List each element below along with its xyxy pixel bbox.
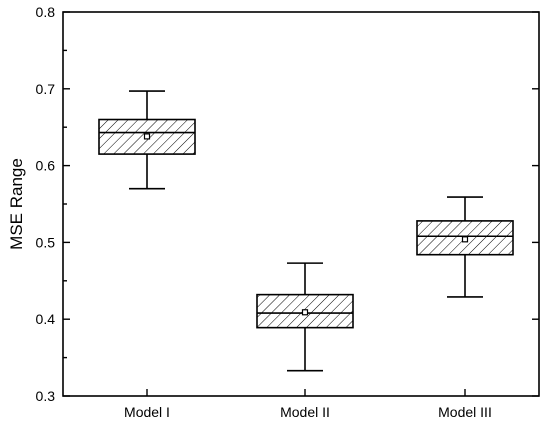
x-axis: Model I Model II Model III [124,389,492,420]
iqr-box [416,220,514,256]
x-tick-label: Model II [280,404,330,420]
y-tick-label: 0.4 [36,311,56,327]
mean-marker [301,309,309,316]
y-tick-label: 0.8 [36,4,56,20]
y-tick-label: 0.3 [36,388,56,404]
y-axis: 0.3 0.4 0.5 0.6 0.7 0.8 [36,4,539,404]
mean-marker [461,236,469,243]
y-tick-label: 0.6 [36,158,56,174]
box-2 [256,262,354,372]
y-tick-label: 0.5 [36,234,56,250]
x-tick-label: Model I [124,404,170,420]
y-axis-title: MSE Range [7,158,26,250]
box-1 [98,90,196,190]
boxes-group [98,90,514,372]
box-3 [416,196,514,298]
y-tick-label: 0.7 [36,81,56,97]
x-tick-label: Model III [438,404,492,420]
mean-marker [143,133,151,140]
plot-frame [62,11,540,397]
